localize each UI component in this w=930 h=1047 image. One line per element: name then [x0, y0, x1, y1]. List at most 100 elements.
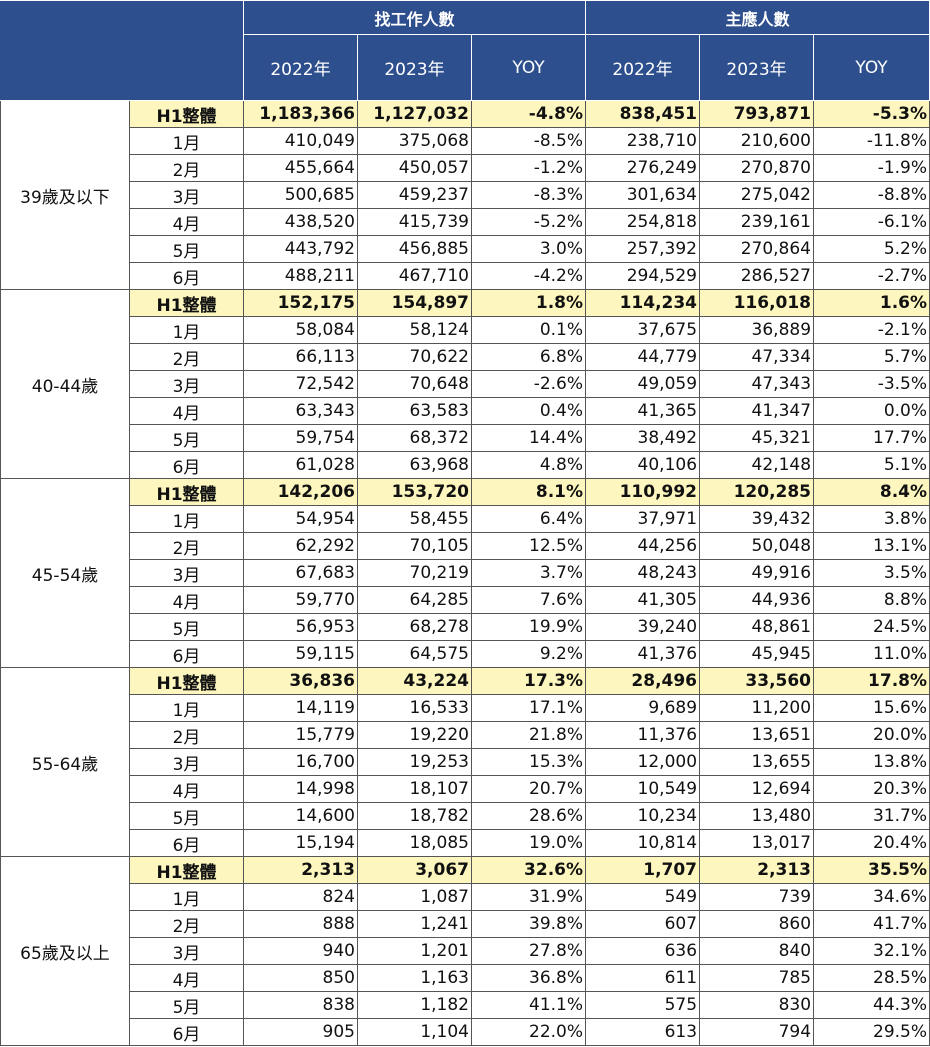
cell-seekers-yoy: 3.7%	[470, 559, 587, 587]
cell-applicants-2022: 38,492	[585, 424, 701, 452]
table-row: 1月 14,119 16,533 17.1% 9,689 11,200 15.6%	[1, 694, 930, 722]
cell-seekers-yoy: 21.8%	[470, 721, 587, 749]
cell-applicants-yoy: 29.5%	[813, 1018, 930, 1046]
cell-seekers-yoy: 31.9%	[470, 883, 587, 911]
cell-seekers-2023: 456,885	[357, 235, 472, 263]
row-label-month: 3月	[129, 181, 244, 209]
cell-applicants-2022: 12,000	[585, 748, 701, 776]
cell-applicants-2023: 44,936	[699, 586, 815, 614]
header-col-2023-applicants: 2023年	[699, 34, 815, 101]
cell-applicants-2022: 41,305	[585, 586, 701, 614]
cell-applicants-2023: 36,889	[699, 316, 815, 344]
cell-applicants-yoy: 13.1%	[813, 532, 930, 560]
cell-applicants-2022: 613	[585, 1018, 701, 1046]
table-row: 4月 438,520 415,739 -5.2% 254,818 239,161 -6.1%	[1, 208, 930, 236]
row-label-month: 6月	[129, 262, 244, 290]
cell-applicants-2023: 13,651	[699, 721, 815, 749]
cell-seekers-2023: 68,278	[357, 613, 472, 641]
table-row: 4月 14,998 18,107 20.7% 10,549 12,694 20.3%	[1, 775, 930, 803]
row-label-month: 5月	[129, 235, 244, 263]
cell-seekers-yoy: -2.6%	[470, 370, 587, 398]
cell-seekers-2022: 850	[243, 964, 358, 992]
cell-applicants-yoy: 5.1%	[813, 451, 930, 479]
cell-applicants-2023: 275,042	[699, 181, 815, 209]
cell-applicants-yoy: -3.5%	[813, 370, 930, 398]
table-row: 1月 410,049 375,068 -8.5% 238,710 210,600 -11.8…	[1, 127, 930, 155]
cell-applicants-2023: 270,864	[699, 235, 815, 263]
cell-seekers-2022: 905	[243, 1018, 358, 1046]
header-col-yoy-seekers: YOY	[470, 34, 587, 101]
cell-applicants-2022: 10,234	[585, 802, 701, 830]
cell-seekers-2023: 3,067	[357, 856, 472, 884]
table-row-total: 45-54歲 H1整體 142,206 153,720 8.1% 110,992 120,2…	[0, 478, 930, 668]
cell-seekers-2023: 70,622	[357, 343, 472, 371]
cell-applicants-2023: 13,480	[699, 802, 815, 830]
row-label-h1-total: H1整體	[129, 478, 244, 506]
cell-seekers-yoy: 6.4%	[470, 505, 587, 533]
cell-seekers-2023: 1,163	[357, 964, 472, 992]
cell-applicants-2023: 860	[699, 910, 815, 938]
cell-seekers-2023: 467,710	[357, 262, 472, 290]
table-row: 4月 850 1,163 36.8% 611 785 28.5%	[1, 964, 930, 992]
table-row-total: 65歲及以上 H1整體 2,313 3,067 32.6% 1,707 2,313 35.5%	[0, 856, 930, 1046]
cell-seekers-2022: 888	[243, 910, 358, 938]
table-row: 3月 500,685 459,237 -8.3% 301,634 275,042 -8.8%	[1, 181, 930, 209]
cell-applicants-2023: 47,343	[699, 370, 815, 398]
cell-seekers-2022: 1,183,366	[243, 100, 358, 128]
age-group-label: 39歲及以下	[0, 100, 130, 290]
table-row: 4月 63,343 63,583 0.4% 41,365 41,347 0.0%	[1, 397, 930, 425]
cell-seekers-2022: 500,685	[243, 181, 358, 209]
cell-seekers-2023: 375,068	[357, 127, 472, 155]
cell-applicants-2023: 49,916	[699, 559, 815, 587]
cell-seekers-yoy: -8.3%	[470, 181, 587, 209]
cell-applicants-2022: 607	[585, 910, 701, 938]
table-row: 2月 15,779 19,220 21.8% 11,376 13,651 20.0%	[1, 721, 930, 749]
cell-applicants-2023: 13,655	[699, 748, 815, 776]
row-label-h1-total: H1整體	[129, 856, 244, 884]
table-row: 6月 905 1,104 22.0% 613 794 29.5%	[1, 1018, 930, 1046]
header-col-2023-seekers: 2023年	[357, 34, 472, 101]
cell-seekers-2023: 1,182	[357, 991, 472, 1019]
header-group-applicants: 主應人數	[585, 0, 930, 35]
cell-seekers-2023: 153,720	[357, 478, 472, 506]
cell-seekers-2023: 70,219	[357, 559, 472, 587]
cell-seekers-yoy: 9.2%	[470, 640, 587, 668]
cell-seekers-2023: 1,104	[357, 1018, 472, 1046]
cell-applicants-2023: 210,600	[699, 127, 815, 155]
table-row: 6月 59,115 64,575 9.2% 41,376 45,945 11.0%	[1, 640, 930, 668]
cell-applicants-yoy: 0.0%	[813, 397, 930, 425]
cell-applicants-yoy: 20.0%	[813, 721, 930, 749]
cell-seekers-2022: 14,998	[243, 775, 358, 803]
row-label-month: 4月	[129, 964, 244, 992]
header-group-job-seekers: 找工作人數	[242, 0, 587, 35]
cell-seekers-yoy: 20.7%	[470, 775, 587, 803]
cell-seekers-yoy: -1.2%	[470, 154, 587, 182]
cell-seekers-yoy: 4.8%	[470, 451, 587, 479]
cell-applicants-yoy: 20.3%	[813, 775, 930, 803]
cell-applicants-yoy: 20.4%	[813, 829, 930, 857]
cell-seekers-yoy: 0.4%	[470, 397, 587, 425]
cell-seekers-2023: 1,241	[357, 910, 472, 938]
cell-applicants-2022: 48,243	[585, 559, 701, 587]
cell-applicants-2022: 28,496	[585, 667, 701, 695]
cell-applicants-yoy: 3.5%	[813, 559, 930, 587]
cell-applicants-2022: 40,106	[585, 451, 701, 479]
cell-applicants-yoy: 34.6%	[813, 883, 930, 911]
cell-seekers-yoy: -4.8%	[470, 100, 587, 128]
header-corner	[0, 0, 244, 101]
cell-applicants-2023: 286,527	[699, 262, 815, 290]
cell-applicants-2022: 10,814	[585, 829, 701, 857]
cell-seekers-2022: 58,084	[243, 316, 358, 344]
row-label-month: 2月	[129, 532, 244, 560]
cell-applicants-2022: 49,059	[585, 370, 701, 398]
cell-applicants-2023: 12,694	[699, 775, 815, 803]
cell-seekers-yoy: 19.9%	[470, 613, 587, 641]
cell-seekers-2023: 19,253	[357, 748, 472, 776]
cell-applicants-yoy: 31.7%	[813, 802, 930, 830]
table-row: 5月 838 1,182 41.1% 575 830 44.3%	[1, 991, 930, 1019]
cell-applicants-2022: 37,675	[585, 316, 701, 344]
age-group-label: 45-54歲	[0, 478, 130, 668]
cell-seekers-2022: 142,206	[243, 478, 358, 506]
cell-applicants-2022: 575	[585, 991, 701, 1019]
row-label-month: 6月	[129, 1018, 244, 1046]
